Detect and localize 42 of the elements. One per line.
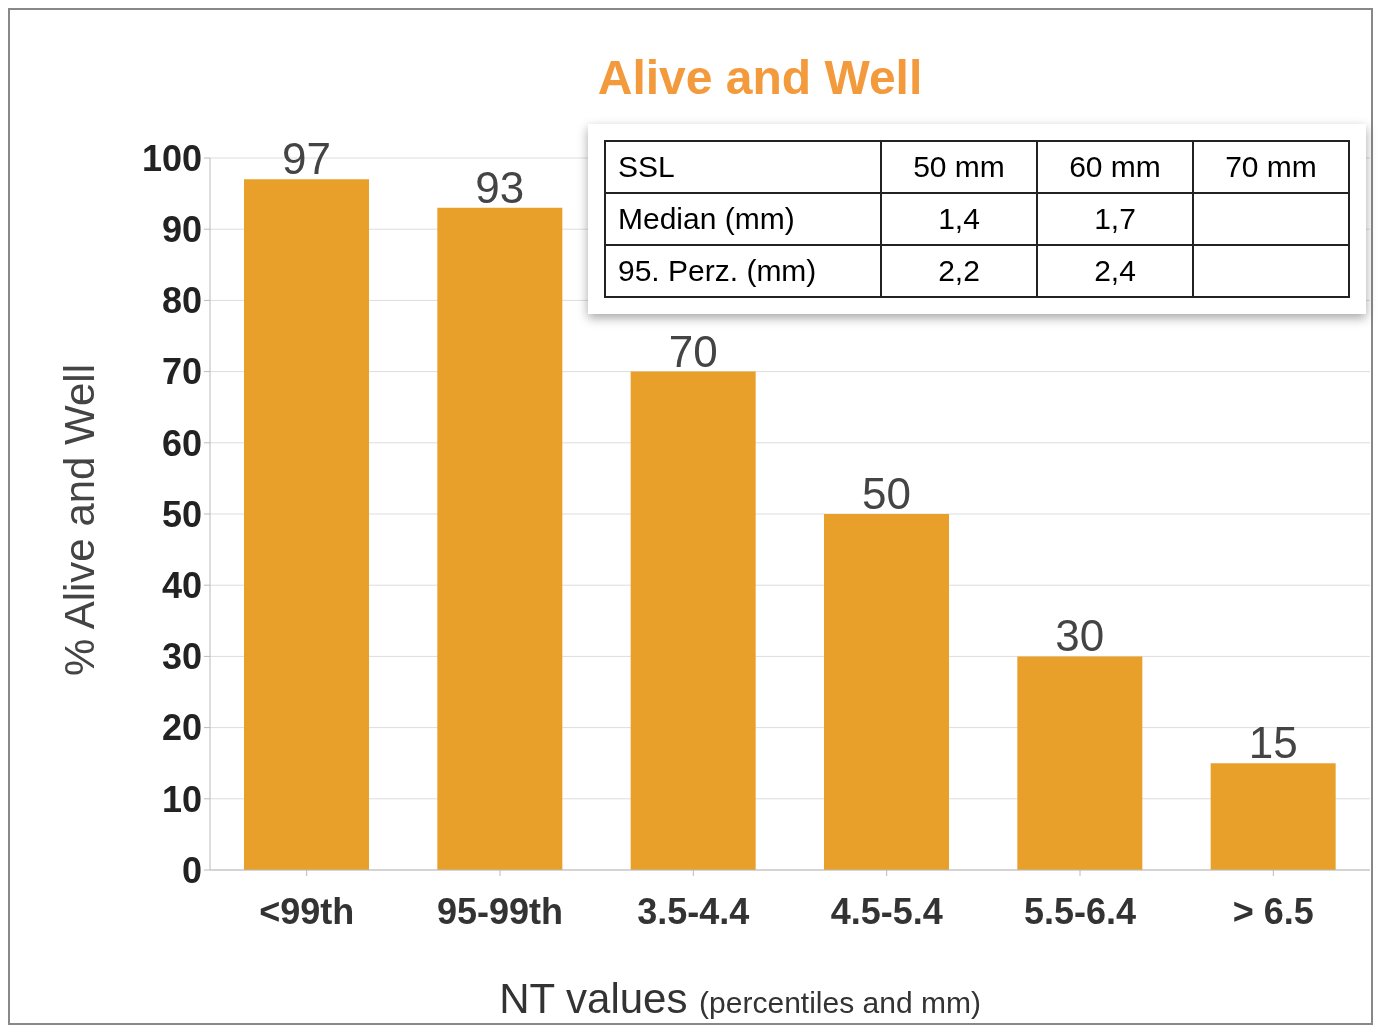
annotation: Median (mm) (605, 193, 881, 245)
bar (630, 371, 756, 870)
y-tick-label: 60 (161, 422, 202, 464)
x-tick-label: 3.5-4.4 (637, 890, 750, 932)
data-label: 50 (862, 469, 911, 518)
annotation: 50 mm (881, 141, 1037, 193)
annotation: 95. Perz. (mm) (605, 245, 881, 297)
y-axis-title: % Alive and Well (56, 363, 104, 677)
y-tick-label: 90 (161, 208, 202, 250)
bar (824, 514, 949, 870)
data-label: 97 (282, 134, 331, 184)
data-label: 70 (668, 326, 718, 376)
annotation: SSL (605, 141, 881, 193)
y-tick-label: 50 (161, 493, 202, 535)
y-tick-label: 10 (161, 778, 202, 820)
y-tick-label: 20 (161, 707, 202, 749)
annotation: 70 mm (1193, 141, 1349, 193)
bar (1017, 656, 1143, 870)
x-tick-label: <99th (259, 890, 355, 932)
y-tick-label: 70 (161, 351, 202, 393)
annotation: 1,7 (1037, 193, 1193, 245)
annotation: 2,4 (1037, 245, 1193, 297)
x-tick-label: 95-99th (436, 890, 564, 932)
data-label: 15 (1248, 718, 1298, 768)
y-tick-label: 30 (161, 636, 202, 678)
annotation: 1,4 (881, 193, 1037, 245)
chart-title: Alive and Well (596, 50, 924, 105)
x-tick-label: > 6.5 (1232, 890, 1314, 932)
annotation: 2,2 (881, 245, 1037, 297)
bar (437, 207, 563, 870)
y-tick-label: 80 (161, 280, 202, 322)
y-tick-label: 40 (161, 564, 202, 606)
data-label: 30 (1055, 611, 1105, 661)
data-label: 93 (475, 162, 525, 212)
x-tick-label: 4.5-5.4 (830, 890, 943, 932)
bar (1210, 763, 1336, 870)
y-tick-label: 0 (181, 849, 202, 891)
annotation: 60 mm (1037, 141, 1193, 193)
x-tick-label: 5.5-6.4 (1023, 890, 1137, 932)
y-tick-label: 100 (141, 137, 202, 179)
bar (244, 179, 369, 870)
x-axis-title: NT values (percentiles and mm) (499, 975, 981, 1022)
